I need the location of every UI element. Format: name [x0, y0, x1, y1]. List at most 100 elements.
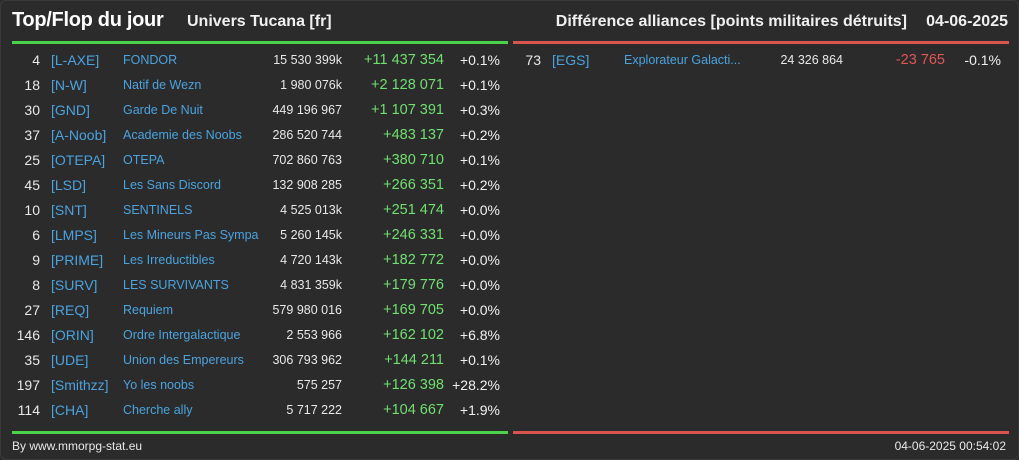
- points-cell: 4 720 143k: [280, 253, 342, 267]
- alliance-tag-link[interactable]: [GND]: [51, 102, 90, 118]
- source-link[interactable]: By www.mmorpg-stat.eu: [12, 439, 143, 453]
- list-item: 18 [N-W] Natif de Wezn 1 980 076k +2 128 071…: [12, 73, 508, 98]
- alliance-tag-link[interactable]: [LSD]: [51, 177, 87, 193]
- alliance-tag-link[interactable]: [A-Noob]: [51, 127, 107, 143]
- rank-cell: 197: [16, 377, 40, 393]
- diff-cell: +266 351: [383, 177, 444, 193]
- diff-cell: +126 398: [383, 377, 444, 393]
- alliance-tag-link[interactable]: [UDE]: [51, 352, 89, 368]
- alliance-tag-link[interactable]: [SNT]: [51, 202, 87, 218]
- points-cell: 575 257: [296, 378, 342, 392]
- alliance-name-link[interactable]: OTEPA: [123, 153, 165, 167]
- list-item: 8 [SURV] LES SURVIVANTS 4 831 359k +179 776 +…: [12, 273, 508, 298]
- alliance-tag-link[interactable]: [SURV]: [51, 277, 98, 293]
- diff-cell: +182 772: [383, 252, 444, 268]
- diff-cell: +169 705: [383, 302, 444, 318]
- flop-list: 73 [EGS] Explorateur Galacti... 24 326 864 -…: [513, 44, 1009, 431]
- points-cell: 1 980 076k: [280, 78, 342, 92]
- list-item: 73 [EGS] Explorateur Galacti... 24 326 864 -…: [513, 48, 1009, 73]
- percent-cell: +0.2%: [459, 127, 500, 143]
- alliance-name-link[interactable]: Requiem: [123, 303, 174, 317]
- alliance-tag-link[interactable]: [REQ]: [51, 302, 90, 318]
- alliance-name-link[interactable]: Garde De Nuit: [123, 103, 203, 117]
- page-title: Top/Flop du jour: [12, 9, 164, 31]
- alliance-name-link[interactable]: Yo les noobs: [123, 378, 195, 392]
- diff-cell: +1 107 391: [371, 102, 444, 118]
- alliance-tag-link[interactable]: [N-W]: [51, 77, 87, 93]
- percent-cell: +0.1%: [459, 352, 500, 368]
- flop-accent-bar: [513, 41, 1009, 44]
- diff-cell: +483 137: [383, 127, 444, 143]
- diff-cell: +2 128 071: [371, 77, 444, 93]
- alliance-tag-link[interactable]: [ORIN]: [51, 327, 94, 343]
- alliance-name-link[interactable]: LES SURVIVANTS: [123, 278, 229, 292]
- rank-cell: 35: [24, 352, 40, 368]
- diff-cell: +104 667: [383, 402, 444, 418]
- alliance-name-link[interactable]: Les Irreductibles: [123, 253, 215, 267]
- alliance-name-link[interactable]: Natif de Wezn: [123, 78, 202, 92]
- list-item: 114 [CHA] Cherche ally 5 717 222 +104 667 +1.…: [12, 398, 508, 423]
- rank-cell: 9: [32, 252, 40, 268]
- rank-cell: 45: [24, 177, 40, 193]
- diff-cell: +380 710: [383, 152, 444, 168]
- rank-cell: 4: [32, 52, 40, 68]
- rank-cell: 27: [24, 302, 40, 318]
- alliance-tag-link[interactable]: [Smithzz]: [51, 377, 109, 393]
- percent-cell: +0.1%: [459, 77, 500, 93]
- list-item: 4 [L-AXE] FONDOR 15 530 399k +11 437 354 +0.1…: [12, 48, 508, 73]
- category-label: Différence alliances [points militaires …: [555, 13, 907, 30]
- alliance-tag-link[interactable]: [EGS]: [552, 52, 590, 68]
- list-item: 27 [REQ] Requiem 579 980 016 +169 705 +0.0%: [12, 298, 508, 323]
- list-item: 6 [LMPS] Les Mineurs Pas Sympa 5 260 145k +2…: [12, 223, 508, 248]
- alliance-name-link[interactable]: Cherche ally: [123, 403, 193, 417]
- points-cell: 24 326 864: [780, 53, 843, 67]
- diff-cell: +246 331: [383, 227, 444, 243]
- date-label: 04-06-2025: [926, 13, 1008, 30]
- points-cell: 5 260 145k: [280, 228, 342, 242]
- points-cell: 5 717 222: [286, 403, 342, 417]
- list-item: 45 [LSD] Les Sans Discord 132 908 285 +266 3…: [12, 173, 508, 198]
- points-cell: 2 553 966: [286, 328, 342, 342]
- list-item: 35 [UDE] Union des Empereurs 306 793 962 +14…: [12, 348, 508, 373]
- percent-cell: +0.0%: [459, 227, 500, 243]
- points-cell: 449 196 967: [272, 103, 342, 117]
- percent-cell: +0.0%: [459, 252, 500, 268]
- diff-cell: -23 765: [895, 52, 945, 68]
- percent-cell: +0.2%: [459, 177, 500, 193]
- rank-cell: 6: [32, 227, 40, 243]
- diff-cell: +11 437 354: [364, 52, 444, 68]
- alliance-name-link[interactable]: FONDOR: [123, 53, 178, 67]
- alliance-tag-link[interactable]: [CHA]: [51, 402, 89, 418]
- alliance-tag-link[interactable]: [L-AXE]: [51, 52, 100, 68]
- points-cell: 15 530 399k: [273, 53, 342, 67]
- percent-cell: +1.9%: [459, 402, 500, 418]
- rank-cell: 114: [17, 402, 40, 418]
- percent-cell: +0.0%: [459, 202, 500, 218]
- diff-cell: +251 474: [383, 202, 444, 218]
- rank-cell: 73: [525, 52, 541, 68]
- percent-cell: +0.0%: [459, 302, 500, 318]
- alliance-tag-link[interactable]: [PRIME]: [51, 252, 104, 268]
- alliance-name-link[interactable]: Explorateur Galacti...: [624, 53, 741, 67]
- alliance-name-link[interactable]: Union des Empereurs: [123, 353, 244, 367]
- points-cell: 286 520 744: [272, 128, 342, 142]
- list-item: 146 [ORIN] Ordre Intergalactique 2 553 966 +…: [12, 323, 508, 348]
- alliance-name-link[interactable]: Academie des Noobs: [123, 128, 242, 142]
- percent-cell: +0.1%: [459, 52, 500, 68]
- alliance-tag-link[interactable]: [LMPS]: [51, 227, 97, 243]
- points-cell: 4 525 013k: [280, 203, 342, 217]
- flop-bottom-bar: [513, 431, 1009, 434]
- alliance-name-link[interactable]: Les Mineurs Pas Sympa: [123, 228, 259, 242]
- alliance-name-link[interactable]: Les Sans Discord: [123, 178, 221, 192]
- rank-cell: 18: [24, 77, 40, 93]
- rank-cell: 146: [16, 327, 40, 343]
- alliance-name-link[interactable]: Ordre Intergalactique: [123, 328, 241, 342]
- rank-cell: 8: [32, 277, 40, 293]
- points-cell: 306 793 962: [272, 353, 342, 367]
- top-list: 4 [L-AXE] FONDOR 15 530 399k +11 437 354 +0.1…: [12, 44, 508, 431]
- rank-cell: 37: [24, 127, 40, 143]
- percent-cell: +0.3%: [459, 102, 500, 118]
- alliance-tag-link[interactable]: [OTEPA]: [51, 152, 106, 168]
- alliance-name-link[interactable]: SENTINELS: [123, 203, 193, 217]
- points-cell: 132 908 285: [272, 178, 342, 192]
